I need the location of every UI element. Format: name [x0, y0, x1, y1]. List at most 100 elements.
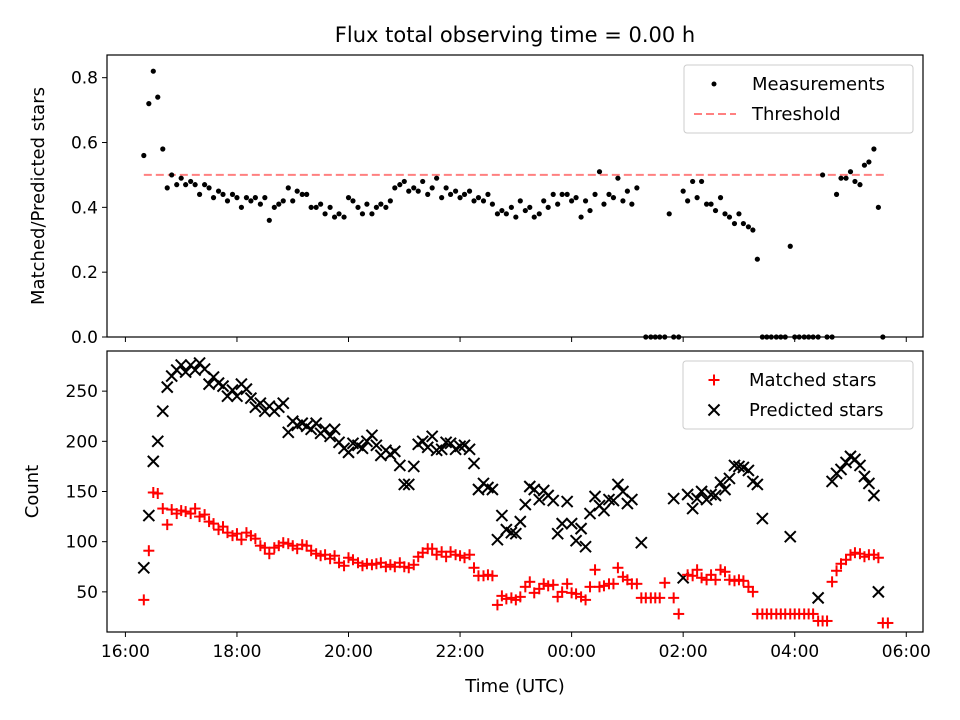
x-tick-label: 06:00 [882, 642, 931, 662]
marker-stroke [481, 481, 495, 494]
marker-stroke [296, 417, 309, 430]
measurement-point [164, 185, 170, 191]
legend-measurements-marker [711, 81, 717, 87]
measurement-point [712, 207, 719, 214]
marker-stroke [519, 498, 532, 511]
marker-stroke [207, 370, 220, 384]
measurement-point [183, 182, 189, 188]
top-y-tick-label: 0.0 [71, 328, 98, 348]
predicted-point [318, 423, 332, 436]
measurement-point [843, 175, 849, 181]
predicted-point [588, 490, 602, 503]
matched-point [691, 564, 703, 576]
marker-stroke [202, 377, 216, 391]
measurement-point [457, 195, 463, 201]
matched-point [143, 545, 155, 557]
predicted-point [425, 430, 439, 443]
predicted-point [718, 483, 732, 496]
measurement-point [266, 217, 272, 223]
measurement-point [666, 211, 672, 217]
marker-stroke [198, 362, 211, 376]
matched-point [682, 569, 694, 581]
measurement-point [369, 211, 375, 217]
measurement-point [285, 185, 291, 191]
marker-stroke [161, 380, 174, 394]
measurement-point [489, 201, 496, 207]
measurement-point [475, 195, 482, 201]
predicted-point [407, 460, 420, 473]
marker-stroke [230, 389, 244, 403]
matched-point [524, 576, 536, 588]
marker-stroke [751, 478, 764, 491]
predicted-point [216, 379, 230, 393]
measurement-point [569, 198, 575, 204]
marker-stroke [695, 485, 708, 498]
measurement-point [415, 188, 421, 194]
marker-stroke [569, 534, 583, 547]
measurement-point [397, 182, 403, 188]
measurement-point [466, 188, 473, 194]
measurement-point [852, 178, 858, 185]
measurement-point [345, 195, 352, 201]
predicted-point [435, 443, 448, 456]
legend-predicted-marker [707, 403, 721, 417]
marker-stroke [356, 442, 369, 455]
measurement-point [541, 198, 547, 204]
marker-stroke [588, 490, 602, 503]
matched-point [138, 594, 150, 606]
predicted-point [834, 463, 848, 476]
measurement-point [155, 94, 161, 100]
marker-stroke [137, 561, 151, 574]
marker-stroke [834, 463, 848, 476]
marker-stroke [495, 509, 509, 522]
predicted-point [867, 489, 881, 502]
marker-stroke [318, 423, 332, 436]
matched-point [607, 578, 619, 590]
measurement-point [731, 220, 738, 227]
marker-stroke [746, 475, 760, 488]
predicted-point [388, 445, 402, 458]
measurement-point [425, 191, 431, 197]
measurement-point [276, 201, 282, 207]
predicted-point [853, 459, 867, 472]
measurement-point [248, 198, 254, 204]
measurement-point [717, 195, 724, 201]
predicted-point [156, 405, 169, 418]
marker-stroke [514, 515, 527, 528]
predicted-point [607, 494, 620, 507]
legend-x-glyph [707, 403, 721, 417]
measurement-point [387, 198, 393, 204]
marker-stroke [555, 517, 569, 530]
measurement-point [355, 204, 361, 210]
measurement-point [178, 175, 184, 181]
marker-stroke [179, 365, 192, 379]
marker-stroke [370, 439, 383, 452]
measurement-point [150, 68, 156, 74]
matched-point [580, 594, 592, 606]
bottom-plot-marks [137, 356, 894, 629]
top-legend-box [683, 64, 914, 134]
predicted-point [453, 440, 467, 453]
matched-point [668, 592, 680, 604]
matched-point [654, 592, 666, 604]
matched-point [277, 537, 289, 549]
marker-stroke [505, 526, 518, 539]
measurement-point [383, 204, 389, 210]
matched-point [338, 560, 350, 572]
measurement-point [698, 178, 705, 185]
measurement-point [522, 207, 528, 214]
measurement-point [336, 211, 342, 217]
predicted-point [323, 430, 337, 443]
predicted-point [611, 478, 625, 491]
predicted-point [174, 358, 188, 372]
measurement-point [536, 211, 542, 217]
matched-point [199, 509, 211, 521]
measurement-point [350, 198, 356, 204]
predicted-point [365, 429, 379, 442]
measurement-point [555, 201, 561, 207]
marker-stroke [147, 455, 160, 468]
measurement-point [196, 191, 203, 197]
marker-stroke [388, 445, 402, 458]
measurement-point [160, 146, 166, 152]
